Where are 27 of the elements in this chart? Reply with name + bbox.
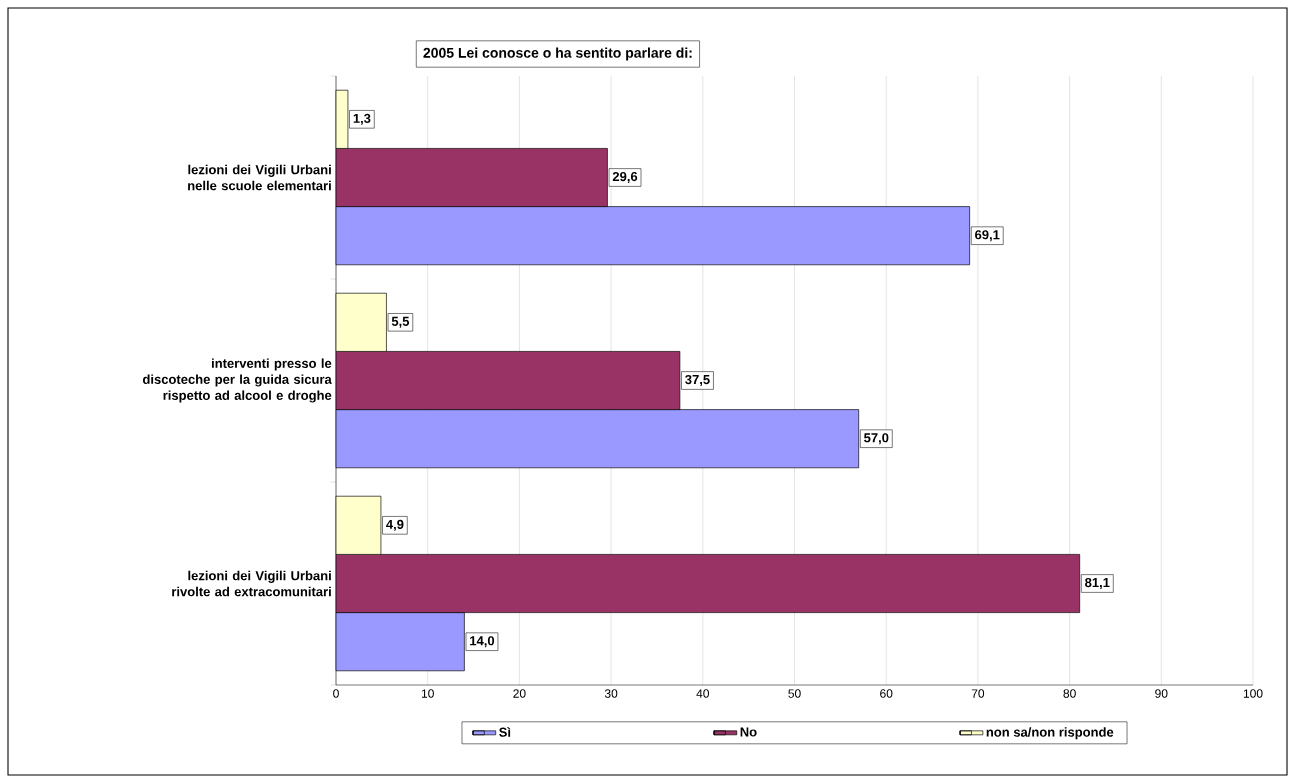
x-tick-label: 50	[788, 689, 801, 698]
chart-title: 2005 Lei conosce o ha sentito parlare di:	[423, 47, 692, 61]
x-tick-label: 0	[333, 689, 339, 698]
y-tick-label: lezioni dei Vigili Urbani nelle scuole elementari	[188, 164, 331, 191]
legend-label: non sa/non risponde	[986, 727, 1114, 740]
data-label: 69,1	[975, 230, 1000, 242]
x-tick-label: 100	[1243, 689, 1263, 698]
y-tick-label: interventi presso le discoteche per la guida sicura rispetto ad alcool e droghe	[143, 358, 332, 403]
x-tick-label: 80	[1063, 689, 1076, 698]
legend-label: Sì	[499, 727, 511, 737]
data-label: 29,6	[612, 171, 638, 184]
data-label: 57,0	[864, 433, 889, 445]
data-label: 81,1	[1085, 577, 1110, 590]
x-tick-label: 40	[696, 689, 710, 698]
x-tick-label: 20	[513, 689, 526, 698]
data-label: 14,0	[470, 636, 495, 648]
x-tick-label: 60	[880, 689, 893, 698]
x-tick-label: 30	[604, 689, 618, 698]
x-tick-label: 90	[1155, 689, 1168, 698]
data-label: 4,9	[386, 519, 404, 531]
y-tick-label: lezioni dei Vigili Urbani rivolte ad extracomunitari	[172, 570, 331, 597]
legend-label: No	[740, 727, 757, 737]
data-label: 37,5	[685, 374, 710, 387]
data-label: 5,5	[391, 316, 410, 328]
x-tick-label: 70	[971, 689, 985, 698]
data-label: 1,3	[353, 113, 371, 125]
x-tick-label: 10	[421, 689, 434, 698]
